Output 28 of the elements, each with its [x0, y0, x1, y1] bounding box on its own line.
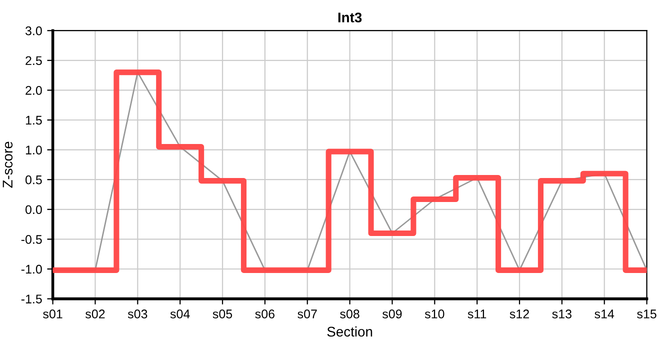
y-tick-label: 1.5	[26, 116, 42, 125]
x-tick-label: s03	[128, 310, 148, 318]
y-tick-label: -1.5	[21, 294, 42, 304]
x-tick-label: s05	[212, 310, 232, 318]
x-tick-label: s01	[43, 310, 62, 318]
x-tick-label: s09	[382, 310, 402, 318]
x-tick-label: s02	[86, 310, 105, 318]
x-tick-label: s07	[298, 310, 317, 318]
x-tick-label: s11	[468, 310, 486, 318]
x-axis-title: Section	[327, 326, 372, 337]
y-tick-label: 2.0	[26, 86, 42, 95]
y-tick-label: 3.0	[25, 26, 42, 36]
y-tick-label: 1.0	[26, 146, 42, 154]
x-tick-label: s12	[510, 310, 529, 318]
x-tick-label: s15	[637, 310, 656, 318]
y-tick-label: -1.0	[21, 264, 42, 274]
y-tick-label: 0.0	[25, 205, 42, 214]
x-tick-label: s04	[170, 310, 190, 318]
y-tick-label: 0.5	[25, 175, 42, 184]
x-tick-label: s14	[594, 310, 614, 318]
x-tick-label: s10	[424, 310, 444, 318]
y-axis-title: Z-score	[2, 142, 13, 188]
x-tick-label: s13	[552, 310, 572, 318]
chart-title: Int3	[338, 12, 362, 22]
y-tick-label: -0.5	[21, 235, 42, 244]
x-tick-label: s06	[255, 310, 274, 318]
x-tick-label: s08	[340, 310, 360, 318]
y-tick-label: 2.5	[26, 56, 42, 66]
